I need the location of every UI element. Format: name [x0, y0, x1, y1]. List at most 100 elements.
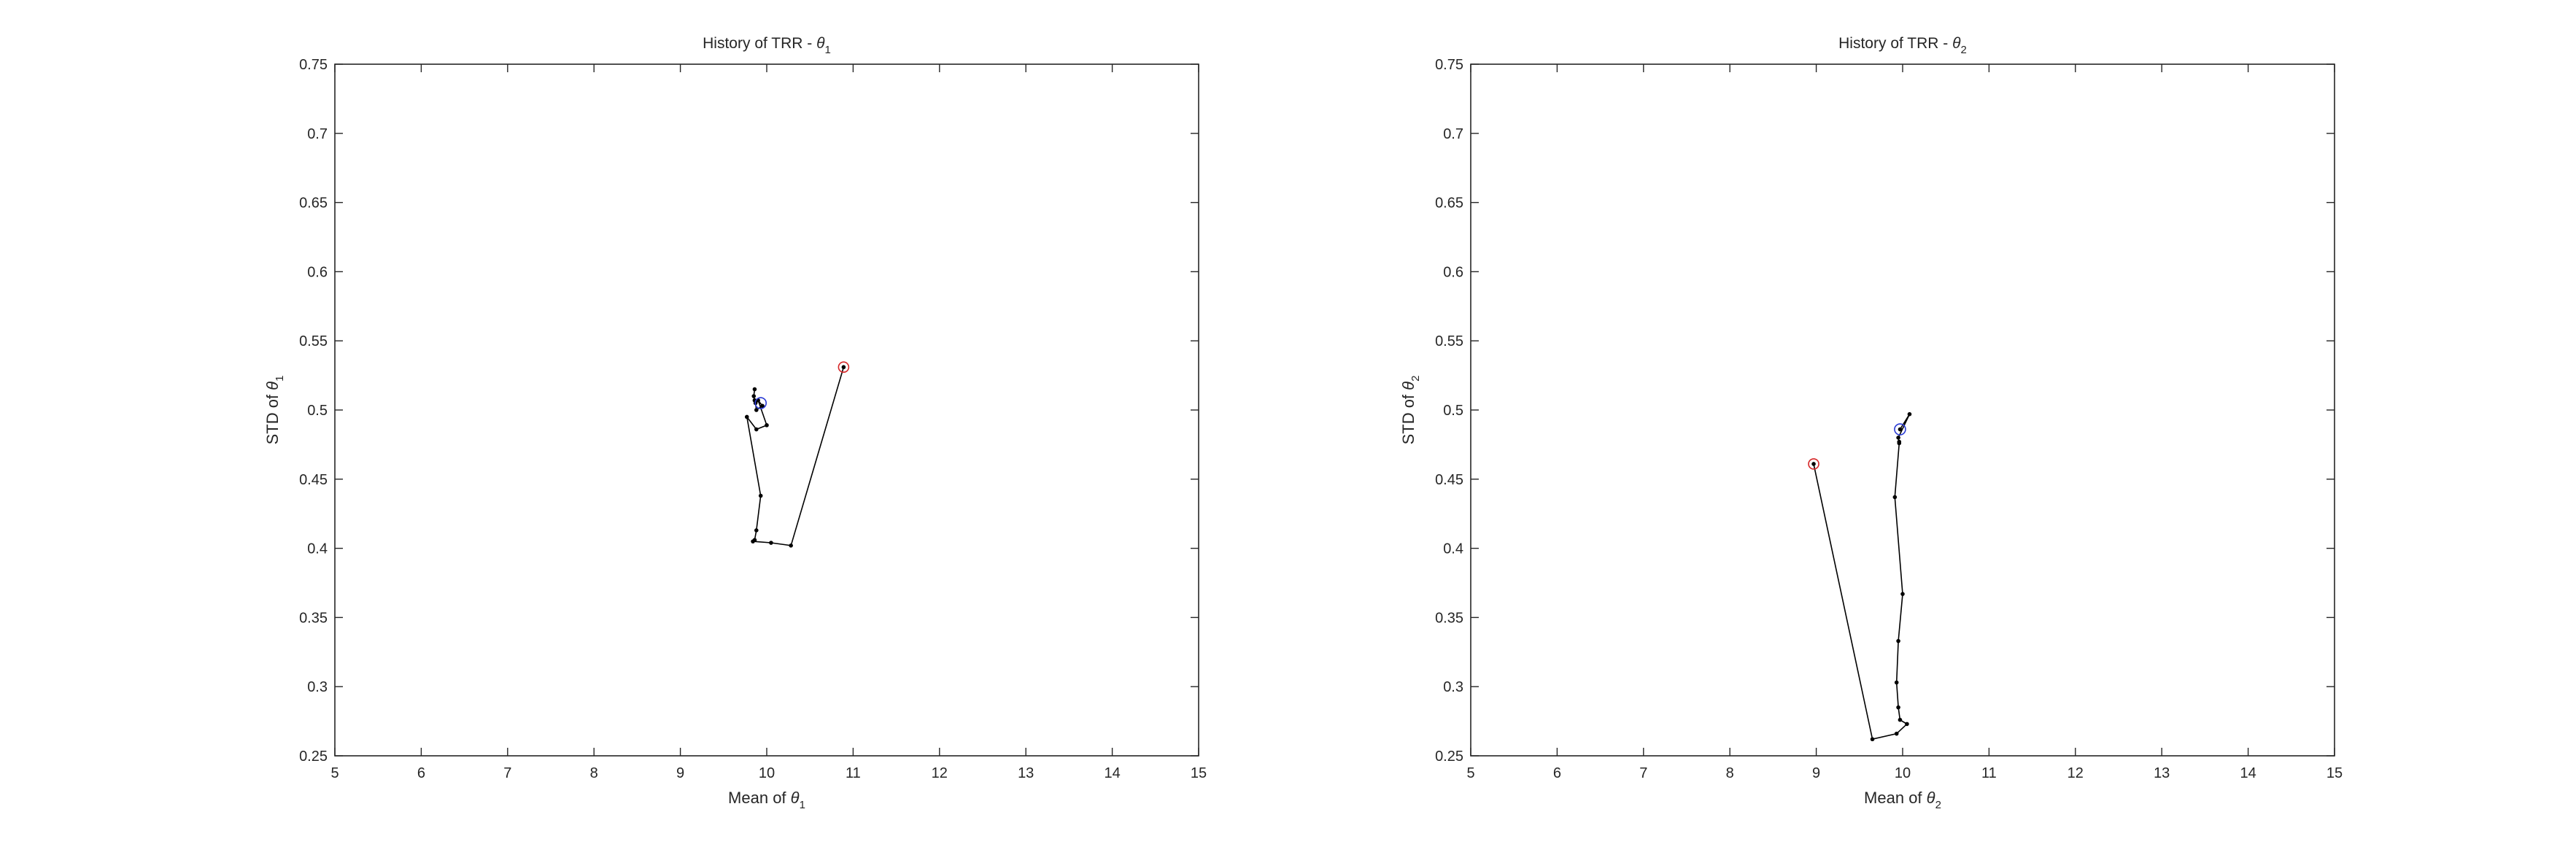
chart-2-x-axis-label-text: Mean of [1864, 789, 1927, 807]
x-tick-label: 12 [2068, 765, 2084, 781]
y-tick-label: 0.4 [1443, 541, 1463, 557]
chart-1-data-point [765, 423, 769, 428]
chart-1-data-point [744, 414, 749, 419]
chart-1-data-point [752, 387, 757, 392]
y-tick-label: 0.75 [299, 57, 328, 73]
chart-2-data-point [1898, 717, 1903, 722]
chart-1-data-point [758, 493, 763, 498]
chart-1-data-point [760, 403, 765, 409]
chart-1-data-point [789, 544, 793, 548]
y-tick-label: 0.65 [299, 196, 328, 212]
x-tick-label: 7 [1639, 765, 1647, 781]
chart-1-x-axis-label-symbol: θ [791, 789, 800, 807]
x-tick-label: 5 [1466, 765, 1474, 781]
y-tick-label: 0.7 [1443, 126, 1463, 142]
y-tick-label: 0.4 [307, 541, 328, 557]
x-tick-label: 9 [676, 765, 684, 781]
chart-2-x-axis-label-symbol: θ [1927, 789, 1935, 807]
chart-1-y-axis-label-symbol: θ [263, 382, 282, 390]
chart-1-data-point [754, 408, 759, 412]
chart-2-y-axis-label: STD of θ2 [1399, 376, 1422, 445]
chart-1-start-marker [838, 361, 850, 374]
chart-2-data-point [1896, 436, 1900, 440]
x-tick-label: 15 [2326, 765, 2343, 781]
y-tick-label: 0.25 [299, 749, 328, 765]
chart-2-y-axis-label-subscript: 2 [1409, 376, 1422, 382]
chart-2-data-point [1894, 731, 1899, 736]
chart-1-data-point [752, 538, 757, 543]
chart-2-x-axis-label: Mean of θ2 [1864, 789, 1941, 811]
x-tick-label: 8 [1726, 765, 1734, 781]
y-tick-label: 0.45 [299, 472, 328, 488]
x-tick-label: 12 [932, 765, 948, 781]
y-tick-label: 0.5 [307, 403, 328, 419]
chart-2-data-point [1896, 638, 1900, 643]
chart-2-title-text: History of TRR - [1838, 35, 1952, 52]
chart-2: 5 6 7 8 9 10 11 12 13 14 15 0.25 0.3 0.35 0.4 0.45 0.5 0.… [1399, 35, 2343, 811]
x-tick-label: 6 [417, 765, 425, 781]
chart-2-data-point [1896, 705, 1900, 710]
chart-2-x-axis-label-subscript: 2 [1935, 799, 1941, 811]
chart-1-data-point [841, 365, 846, 370]
y-tick-label: 0.35 [1435, 610, 1463, 626]
chart-1: 5 6 7 8 9 10 11 12 13 14 150.250.30.350.40.450.50.… [263, 35, 1207, 811]
x-tick-label: 14 [1104, 765, 1120, 781]
chart-1-title-symbol: θ [816, 35, 825, 52]
x-tick-label: 8 [590, 765, 598, 781]
x-tick-label: 10 [759, 765, 775, 781]
chart-2-data-point [1894, 680, 1899, 685]
chart-2-data-point [1907, 411, 1912, 417]
y-tick-label: 0.5 [1443, 403, 1463, 419]
y-tick-label: 0.6 [1443, 264, 1463, 280]
chart-2-data-point [1900, 592, 1905, 596]
chart-2-y-axis-label-text: STD of [1399, 390, 1417, 445]
y-tick-label: 0.55 [1435, 333, 1463, 349]
x-tick-label: 7 [503, 765, 511, 781]
x-tick-label: 14 [2240, 765, 2256, 781]
chart-2-axes-box [1470, 63, 2335, 757]
x-tick-label: 11 [1981, 765, 1997, 781]
chart-2-title: History of TRR - θ2 [1838, 35, 1967, 56]
chart-1-x-axis-label: Mean of θ1 [728, 789, 805, 811]
chart-1-axes-box [334, 63, 1199, 757]
charts-container: 5 6 7 8 9 10 11 12 13 14 150.250.30.350.40.450.50.… [263, 35, 2343, 811]
y-tick-label: 0.75 [1435, 57, 1463, 73]
chart-2-start-marker [1808, 458, 1819, 470]
y-tick-label: 0.55 [299, 333, 328, 349]
x-tick-label: 11 [846, 765, 861, 781]
chart-2-y-axis-label-symbol: θ [1399, 382, 1417, 390]
y-tick-label: 0.3 [307, 679, 328, 695]
chart-2-title-symbol: θ [1952, 35, 1961, 52]
chart-1-y-axis-label: STD of θ1 [263, 376, 286, 445]
chart-1-y-axis-label-text: STD of [263, 390, 282, 445]
y-tick-label: 0.35 [299, 610, 328, 626]
y-tick-label: 0.65 [1435, 196, 1463, 212]
x-tick-label: 6 [1553, 765, 1561, 781]
chart-1-title-text: History of TRR - [703, 35, 816, 52]
chart-1-data-point [751, 394, 757, 398]
chart-2-data-point [1811, 462, 1816, 466]
x-tick-label: 10 [1895, 765, 1911, 781]
chart-1-title-subscript: 1 [825, 44, 831, 56]
chart-1-x-axis-label-subscript: 1 [800, 799, 805, 811]
chart-2-end-marker [1894, 423, 1906, 436]
x-tick-label: 15 [1191, 765, 1207, 781]
y-tick-label: 0.3 [1443, 679, 1463, 695]
x-tick-label: 13 [1018, 765, 1034, 781]
x-tick-label: 13 [2154, 765, 2170, 781]
chart-2-data-point [1905, 722, 1909, 727]
y-tick-label: 0.7 [307, 126, 328, 142]
x-tick-label: 5 [330, 765, 339, 781]
chart-2-data-point [1897, 439, 1902, 444]
y-tick-label: 0.6 [307, 264, 328, 280]
y-tick-label: 0.25 [1435, 749, 1463, 765]
chart-2-data-point [1870, 737, 1875, 742]
chart-1-data-point [754, 528, 759, 533]
chart-1-y-axis-label-subscript: 1 [274, 376, 286, 382]
chart-1-data-point [769, 541, 773, 545]
chart-2-data-point [1898, 427, 1903, 432]
chart-2-data-point [1892, 495, 1898, 500]
x-tick-label: 9 [1812, 765, 1820, 781]
chart-2-title-subscript: 2 [1961, 44, 1967, 56]
